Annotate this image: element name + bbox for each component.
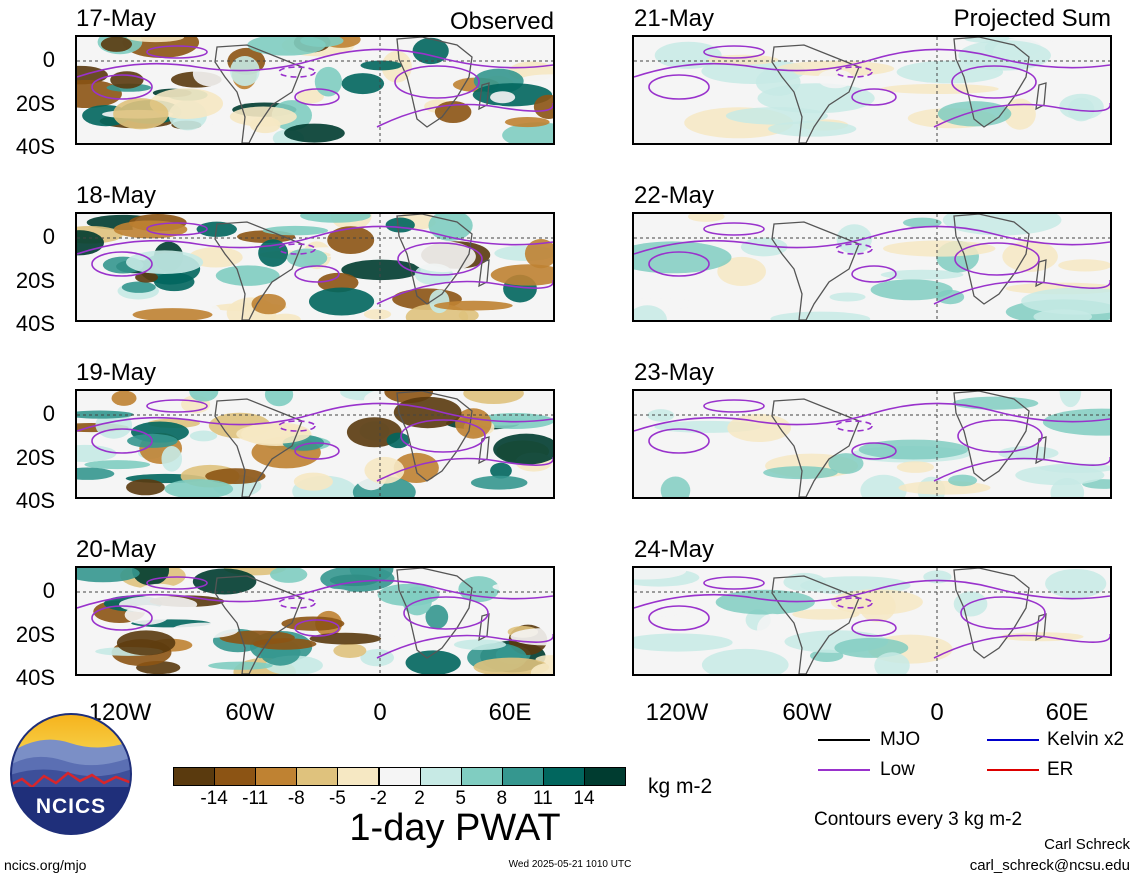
contour-note: Contours every 3 kg m-2 — [814, 809, 1023, 830]
colorbar-tick-label: 11 — [533, 788, 553, 809]
colorbar-swatch — [378, 767, 421, 786]
x-tick-60e-right: 60E — [1045, 699, 1089, 726]
legend-line-kelvin — [987, 739, 1039, 741]
panel-date-right-3: 23-May — [634, 359, 715, 386]
panel-date-right-4: 24-May — [634, 536, 715, 563]
colorbar-swatch — [173, 767, 215, 786]
y-tick-0-1: 0 — [42, 47, 55, 72]
map-panel-left-1 — [75, 35, 555, 145]
map-panel-right-4 — [632, 566, 1112, 676]
colorbar-tick-label: -14 — [200, 788, 228, 809]
colorbar-tick-label: 2 — [414, 788, 425, 809]
colorbar-swatch — [501, 767, 544, 786]
legend-label-kelvin: Kelvin x2 — [1047, 729, 1125, 750]
colorbar-swatch — [542, 767, 585, 786]
map-panel-right-1 — [632, 35, 1112, 145]
map-panel-right-2 — [632, 212, 1112, 322]
panel-date-left-4: 20-May — [76, 536, 157, 563]
colorbar-tick-label: 5 — [455, 788, 466, 809]
colorbar-swatch — [296, 767, 339, 786]
colorbar-tick-label: -2 — [370, 788, 387, 809]
legend-line-low — [818, 769, 870, 771]
legend-label-er: ER — [1047, 759, 1074, 780]
footer-email: carl_schreck@ncsu.edu — [969, 857, 1130, 874]
footer-timestamp: Wed 2025-05-21 1010 UTC — [508, 859, 632, 870]
colorbar-tick-label: 8 — [496, 788, 508, 809]
colorbar-tick-label: -5 — [328, 788, 346, 809]
colorbar-swatch — [419, 767, 462, 786]
y-tick-20s-1: 20S — [15, 91, 55, 116]
map-panel-right-3 — [632, 389, 1112, 499]
y-tick-40s-1: 40S — [15, 134, 55, 159]
ncics-logo: NCICS — [10, 713, 132, 835]
colorbar-swatch — [460, 767, 503, 786]
colorbar-tick-label: -11 — [242, 788, 269, 809]
colorbar-tick-label: 14 — [573, 788, 595, 809]
pwat-anomaly-field — [77, 37, 553, 143]
y-tick-0-4: 0 — [42, 578, 55, 603]
colorbar-units: kg m-2 — [648, 775, 713, 798]
legend-line-mjo — [818, 739, 870, 741]
y-tick-0-2: 0 — [42, 224, 55, 249]
panel-date-right-1: 21-May — [634, 5, 715, 32]
panel-tag-projected: Projected Sum — [953, 5, 1111, 32]
pwat-anomaly-field — [77, 214, 553, 320]
y-tick-40s-2: 40S — [15, 311, 55, 336]
x-tick-60w-right: 60W — [782, 699, 832, 726]
x-tick-60w-left: 60W — [225, 699, 275, 726]
map-panel-left-4 — [75, 566, 555, 676]
panel-date-right-2: 22-May — [634, 182, 715, 209]
legend-line-er — [987, 769, 1039, 771]
panel-date-left-2: 18-May — [76, 182, 157, 209]
logo-text: NCICS — [35, 795, 107, 818]
x-tick-0-right: 0 — [930, 699, 944, 726]
pwat-anomaly-field — [77, 391, 553, 497]
y-tick-40s-3: 40S — [15, 488, 55, 513]
x-tick-0-left: 0 — [373, 699, 387, 726]
y-tick-20s-4: 20S — [15, 622, 55, 647]
panel-tag-observed: Observed — [449, 8, 554, 35]
pwat-anomaly-field — [77, 568, 553, 674]
pwat-anomaly-field — [634, 214, 1110, 320]
y-tick-0-3: 0 — [42, 401, 55, 426]
map-panel-left-2 — [75, 212, 555, 322]
map-panel-left-3 — [75, 389, 555, 499]
y-tick-20s-2: 20S — [15, 268, 55, 293]
colorbar-swatch — [214, 767, 257, 786]
legend-label-mjo: MJO — [880, 729, 921, 750]
y-tick-20s-3: 20S — [15, 445, 55, 470]
panel-date-left-1: 17-May — [76, 5, 157, 32]
chart-title: 1-day PWAT — [349, 807, 561, 849]
legend-label-low: Low — [880, 759, 915, 780]
x-tick-60e-left: 60E — [488, 699, 532, 726]
pwat-anomaly-field — [634, 391, 1110, 497]
footer-author: Carl Schreck — [1044, 836, 1130, 853]
pwat-anomaly-field — [634, 37, 1110, 143]
colorbar-swatch — [337, 767, 380, 786]
colorbar-swatch — [584, 767, 626, 786]
colorbar-tick-label: -8 — [287, 788, 305, 809]
x-tick-120w-right: 120W — [645, 699, 709, 726]
colorbar-swatch — [255, 767, 298, 786]
pwat-anomaly-field — [634, 568, 1110, 674]
ncics-logo-graphic — [10, 713, 132, 835]
footer-url: ncics.org/mjo — [4, 857, 87, 873]
y-tick-40s-4: 40S — [15, 665, 55, 690]
panel-date-left-3: 19-May — [76, 359, 157, 386]
